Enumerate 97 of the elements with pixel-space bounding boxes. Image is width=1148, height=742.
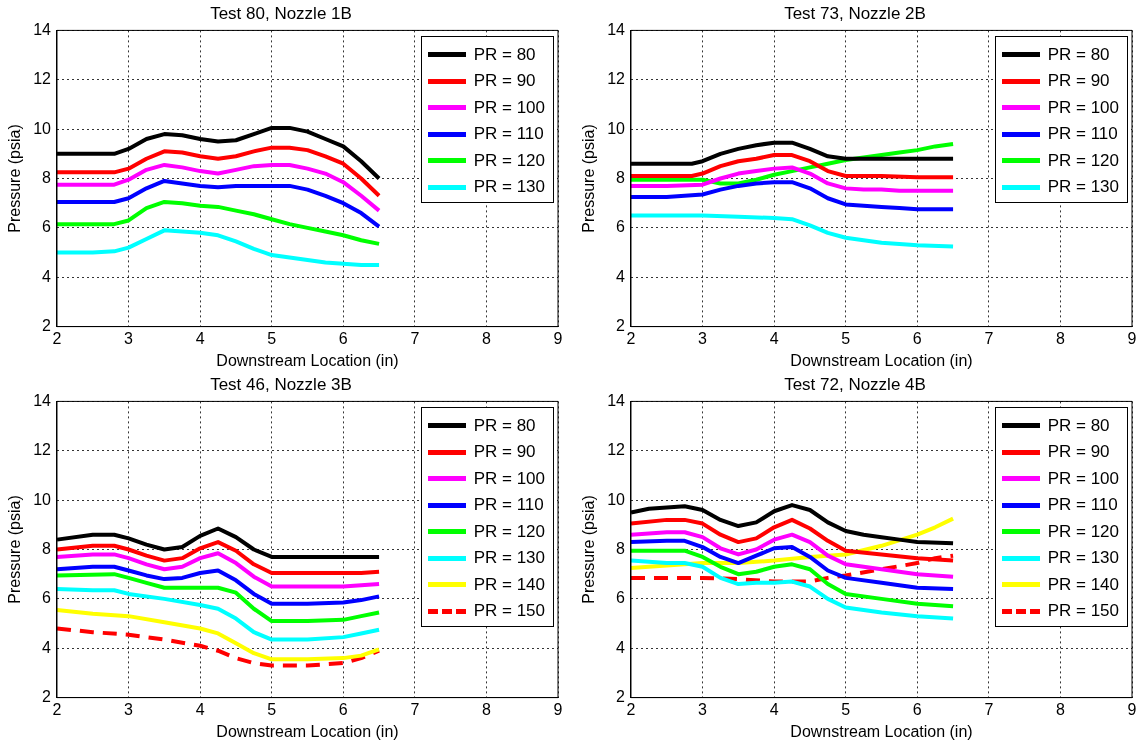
y-tick-label: 8 xyxy=(616,539,626,557)
legend-label: PR = 80 xyxy=(1047,44,1110,65)
y-tick-label: 14 xyxy=(607,391,626,409)
x-tick-label: 6 xyxy=(912,700,922,718)
x-tick-label: 7 xyxy=(410,329,420,347)
legend-label: PR = 100 xyxy=(473,97,545,118)
y-tick-label: 4 xyxy=(616,638,626,656)
y-axis-title: Pressure (psia) xyxy=(6,495,24,604)
y-axis-title: Pressure (psia) xyxy=(580,495,598,604)
y-tick-label: 2 xyxy=(42,688,52,706)
x-tick-label: 7 xyxy=(410,700,420,718)
legend-label: PR = 90 xyxy=(1047,71,1110,92)
x-tick-label: 8 xyxy=(481,700,491,718)
x-tick-label: 6 xyxy=(338,329,348,347)
x-tick-label: 7 xyxy=(984,700,994,718)
y-tick-label: 14 xyxy=(33,391,52,409)
y-tick-label: 6 xyxy=(616,589,626,607)
legend-label: PR = 130 xyxy=(473,548,545,569)
chart-title: Test 46, Nozzle 3B xyxy=(210,374,352,394)
y-tick-label: 10 xyxy=(33,119,52,137)
y-axis-title: Pressure (psia) xyxy=(6,124,24,233)
legend-label: PR = 140 xyxy=(1047,574,1119,595)
legend-label: PR = 100 xyxy=(473,468,545,489)
y-tick-label: 10 xyxy=(33,490,52,508)
x-tick-label: 5 xyxy=(841,700,851,718)
x-tick-label: 5 xyxy=(267,329,277,347)
legend-label: PR = 140 xyxy=(473,574,545,595)
y-tick-label: 12 xyxy=(33,441,52,459)
y-axis-title: Pressure (psia) xyxy=(580,124,598,233)
legend-label: PR = 110 xyxy=(1047,495,1118,516)
x-tick-label: 3 xyxy=(698,329,708,347)
x-tick-label: 4 xyxy=(769,329,779,347)
legend-label: PR = 110 xyxy=(473,124,544,145)
x-tick-label: 4 xyxy=(769,700,779,718)
x-tick-label: 5 xyxy=(267,700,277,718)
y-tick-label: 4 xyxy=(616,267,626,285)
y-tick-label: 8 xyxy=(616,168,626,186)
legend-label: PR = 80 xyxy=(473,415,536,436)
legend-label: PR = 110 xyxy=(473,495,544,516)
legend-label: PR = 130 xyxy=(1047,177,1119,198)
x-axis-title: Downstream Location (in) xyxy=(216,351,399,369)
y-tick-label: 4 xyxy=(42,638,52,656)
x-tick-label: 4 xyxy=(195,329,205,347)
x-tick-label: 9 xyxy=(553,329,563,347)
y-tick-label: 10 xyxy=(607,119,626,137)
legend-label: PR = 100 xyxy=(1047,97,1119,118)
x-tick-label: 3 xyxy=(124,700,134,718)
legend-label: PR = 130 xyxy=(473,177,545,198)
x-tick-label: 9 xyxy=(1127,700,1137,718)
line-series xyxy=(57,626,382,668)
legend-label: PR = 80 xyxy=(473,44,536,65)
x-tick-label: 3 xyxy=(124,329,134,347)
y-tick-label: 12 xyxy=(607,441,626,459)
y-tick-label: 14 xyxy=(33,20,52,38)
y-tick-label: 8 xyxy=(42,539,52,557)
x-tick-label: 9 xyxy=(553,700,563,718)
chart-title: Test 80, Nozzle 1B xyxy=(210,3,352,23)
x-tick-label: 3 xyxy=(698,700,708,718)
x-tick-label: 6 xyxy=(338,700,348,718)
legend-label: PR = 90 xyxy=(473,442,536,463)
legend-label: PR = 120 xyxy=(473,150,545,171)
y-tick-label: 2 xyxy=(42,317,52,335)
legend-label: PR = 80 xyxy=(1047,415,1110,436)
legend-label: PR = 90 xyxy=(473,71,536,92)
x-tick-label: 8 xyxy=(1055,700,1065,718)
x-tick-label: 4 xyxy=(195,700,205,718)
chart-title: Test 73, Nozzle 2B xyxy=(784,3,926,23)
y-tick-label: 10 xyxy=(607,490,626,508)
chart-title: Test 72, Nozzle 4B xyxy=(784,374,926,394)
y-tick-label: 2 xyxy=(616,688,626,706)
y-tick-label: 4 xyxy=(42,267,52,285)
legend-label: PR = 90 xyxy=(1047,442,1110,463)
y-tick-label: 2 xyxy=(616,317,626,335)
legend-label: PR = 150 xyxy=(1047,601,1119,622)
legend-label: PR = 100 xyxy=(1047,468,1119,489)
y-tick-label: 8 xyxy=(42,168,52,186)
legend-label: PR = 110 xyxy=(1047,124,1118,145)
y-tick-label: 6 xyxy=(42,218,52,236)
legend-label: PR = 120 xyxy=(473,521,545,542)
legend-label: PR = 120 xyxy=(1047,521,1119,542)
y-tick-label: 12 xyxy=(607,70,626,88)
y-tick-label: 14 xyxy=(607,20,626,38)
x-axis-title: Downstream Location (in) xyxy=(216,722,399,740)
x-tick-label: 8 xyxy=(481,329,491,347)
legend-label: PR = 150 xyxy=(473,601,545,622)
y-tick-label: 6 xyxy=(616,218,626,236)
x-axis-title: Downstream Location (in) xyxy=(790,351,973,369)
x-tick-label: 9 xyxy=(1127,329,1137,347)
x-tick-label: 5 xyxy=(841,329,851,347)
y-tick-label: 12 xyxy=(33,70,52,88)
x-tick-label: 6 xyxy=(912,329,922,347)
x-axis-title: Downstream Location (in) xyxy=(790,722,973,740)
legend-label: PR = 120 xyxy=(1047,150,1119,171)
legend-label: PR = 130 xyxy=(1047,548,1119,569)
x-tick-label: 7 xyxy=(984,329,994,347)
x-tick-label: 8 xyxy=(1055,329,1065,347)
y-tick-label: 6 xyxy=(42,589,52,607)
